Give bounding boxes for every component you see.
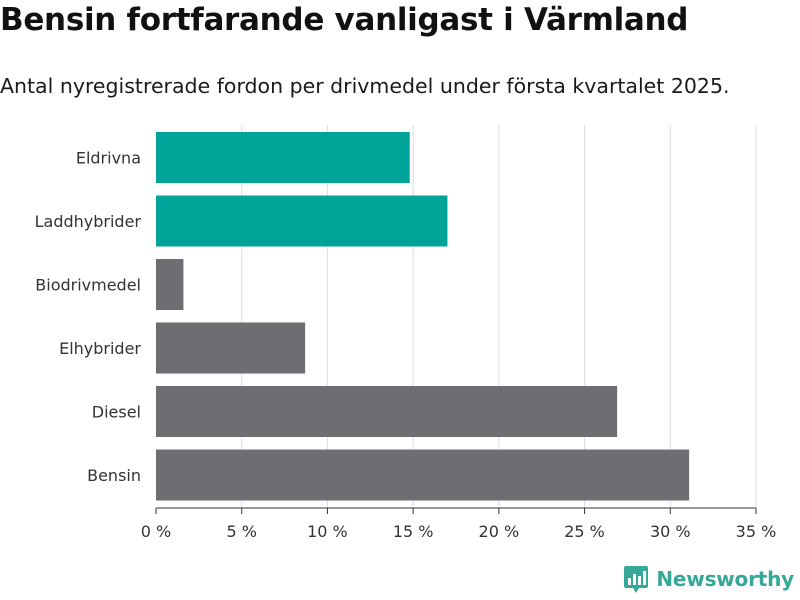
bar: [156, 449, 690, 501]
newsworthy-logo-icon: [624, 566, 649, 593]
newsworthy-logo: Newsworthy: [623, 564, 794, 594]
bar: [156, 259, 184, 310]
x-tick-label: 30 %: [650, 522, 691, 541]
bar: [156, 132, 410, 183]
bar: [156, 195, 448, 247]
x-tick-label: 20 %: [479, 522, 520, 541]
category-labels: Eldrivna Laddhybrider Biodrivmedel Elhybrid…: [35, 149, 142, 486]
bar: [156, 322, 306, 374]
category-label: Diesel: [92, 403, 141, 422]
gridlines: [241, 125, 757, 508]
chart-title: Bensin fortfarande vanligast i Värmland: [0, 2, 689, 38]
x-tick-label: 10 %: [307, 522, 348, 541]
category-label: Bensin: [87, 466, 141, 485]
x-tick-label: 0 %: [141, 522, 171, 541]
x-tick-label: 15 %: [393, 522, 434, 541]
bars: [156, 132, 690, 501]
x-tick-label: 35 %: [736, 522, 777, 541]
category-label: Biodrivmedel: [35, 276, 141, 295]
newsworthy-logo-text: Newsworthy: [656, 567, 794, 591]
x-tick-label: 5 %: [226, 522, 256, 541]
category-label: Laddhybrider: [35, 212, 142, 231]
bar: [156, 386, 618, 437]
category-label: Eldrivna: [76, 149, 141, 168]
x-axis: 0 % 5 % 10 % 15 % 20 % 25 % 30 % 35 %: [141, 507, 777, 541]
category-label: Elhybrider: [59, 339, 141, 358]
x-tick-label: 25 %: [564, 522, 605, 541]
chart-subtitle: Antal nyregistrerade fordon per drivmede…: [0, 74, 730, 98]
